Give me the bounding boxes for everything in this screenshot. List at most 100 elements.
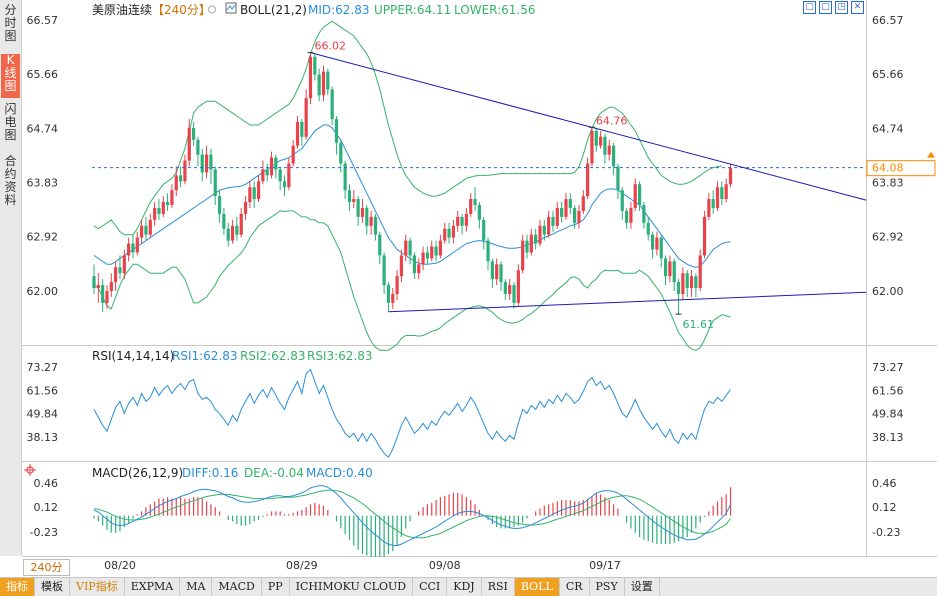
tab-vip-indicators[interactable]: VIP指标	[70, 578, 125, 596]
tab-rsi[interactable]: RSI	[482, 578, 515, 596]
tab-intraday[interactable]: 分时图	[4, 3, 17, 43]
candle-body	[529, 234, 533, 253]
candle-body	[369, 216, 373, 226]
candle-body	[230, 225, 235, 241]
candle-body	[92, 276, 96, 289]
candle-body	[144, 225, 148, 235]
candle-body	[96, 285, 100, 289]
candle-body	[170, 190, 174, 206]
candle-body	[386, 285, 391, 303]
candle-body	[122, 255, 126, 274]
candle-body	[681, 273, 685, 294]
candle-body	[477, 205, 481, 220]
price-axis-label-left: 66.57	[27, 14, 59, 27]
candle-body	[339, 142, 343, 164]
rsi3-value: RSI3:62.83	[307, 349, 373, 363]
candle-body	[239, 213, 243, 235]
boll-lower-line	[93, 210, 731, 351]
tab-ichimoku-cloud[interactable]: ICHIMOKU CLOUD	[290, 578, 414, 596]
candle-body	[581, 196, 585, 211]
candle-body	[252, 187, 256, 200]
candle-body	[204, 154, 209, 173]
candle-body	[443, 228, 447, 241]
price-up-arrow-icon	[927, 151, 935, 158]
candle-body	[568, 199, 572, 208]
candle-body	[135, 237, 139, 253]
candle-body	[109, 282, 113, 291]
candle-body	[334, 119, 339, 143]
settings-icon[interactable]	[208, 5, 216, 14]
restore-icon[interactable]: ▢	[803, 1, 816, 14]
tab-cr[interactable]: CR	[560, 578, 590, 596]
candle-body	[127, 243, 131, 256]
candle-body	[499, 264, 503, 283]
candle-body	[196, 139, 200, 155]
candle-body	[425, 252, 430, 259]
svg-text:美原油连续【240分】: 美原油连续【240分】	[92, 2, 211, 17]
annotations: 66.02 64.76 61.61	[307, 40, 714, 331]
detach-icon[interactable]: ◳	[835, 1, 848, 14]
rsi-line	[93, 368, 731, 459]
candle-body	[114, 267, 118, 283]
boll-indicator-icon[interactable]	[225, 2, 237, 14]
candle-body	[256, 181, 261, 200]
candle-body	[486, 240, 490, 262]
boll-upper-value: UPPER:64.11	[374, 3, 451, 17]
maximize-icon[interactable]: □	[819, 1, 832, 14]
candle-body	[599, 136, 603, 146]
price-axis-label-left: 63.83	[27, 176, 59, 189]
candle-body	[304, 98, 308, 137]
tab-flash[interactable]: 闪电图	[4, 102, 17, 142]
rsi-axis-label-left: 61.56	[27, 384, 59, 397]
macd-diff-value: DIFF:0.16	[182, 466, 238, 480]
tab-kdj[interactable]: KDJ	[447, 578, 482, 596]
candle-body	[650, 234, 655, 250]
tab-settings[interactable]: 设置	[625, 578, 660, 596]
rsi-panel	[93, 368, 731, 459]
candle-body	[512, 285, 516, 303]
tab-expma[interactable]: EXPMA	[125, 578, 181, 596]
close-icon[interactable]: ✕	[851, 1, 864, 14]
rsi-axis-label-left: 38.13	[27, 431, 59, 444]
tab-template[interactable]: 模板	[35, 578, 70, 596]
indicator-toolbar: 指标 模板 VIP指标 EXPMA MA MACD PP ICHIMOKU CL…	[0, 577, 937, 596]
price-axis-label-left: 65.66	[27, 68, 59, 81]
kline-chart: 64.08 66.57 66.57 65.66 65.66 64.74 64.74 63.8…	[22, 0, 937, 572]
candle-body	[395, 276, 399, 294]
candle-body	[603, 136, 607, 155]
tab-ma[interactable]: MA	[180, 578, 213, 596]
candle-body	[278, 169, 282, 182]
candle-body	[222, 213, 226, 229]
candle-body	[707, 199, 711, 217]
rsi-axis-label-right: 73.27	[872, 361, 904, 374]
tab-pp[interactable]: PP	[262, 578, 290, 596]
period-selector[interactable]: 240分	[23, 559, 70, 576]
macd-settings-icon[interactable]	[24, 464, 36, 476]
candle-body	[343, 163, 347, 191]
candle-body	[516, 270, 520, 303]
tab-boll[interactable]: BOLL	[514, 578, 560, 596]
candle-body	[347, 190, 352, 203]
tab-macd[interactable]: MACD	[212, 578, 262, 596]
candle-body	[430, 246, 434, 259]
tab-cci[interactable]: CCI	[413, 578, 448, 596]
rsi-axis-label-right: 61.56	[872, 384, 904, 397]
candle-body	[269, 157, 274, 176]
candle-body	[291, 145, 295, 164]
candle-body	[490, 261, 494, 280]
high-annotation: 64.76	[596, 114, 628, 127]
candle-body	[460, 216, 464, 226]
candle-body	[637, 184, 642, 206]
tab-contract-info[interactable]: 合约资料	[4, 154, 17, 207]
candle-body	[157, 207, 161, 214]
rsi-axis-label-left: 73.27	[27, 361, 59, 374]
candle-body	[694, 276, 698, 289]
candle-body	[265, 169, 269, 176]
candle-body	[586, 163, 590, 197]
tab-kline[interactable]: K线图	[1, 54, 20, 98]
tab-indicators[interactable]: 指标	[0, 578, 35, 596]
candle-body	[672, 261, 676, 283]
candle-body	[191, 127, 196, 140]
candle-body	[573, 207, 577, 223]
tab-psy[interactable]: PSY	[590, 578, 625, 596]
